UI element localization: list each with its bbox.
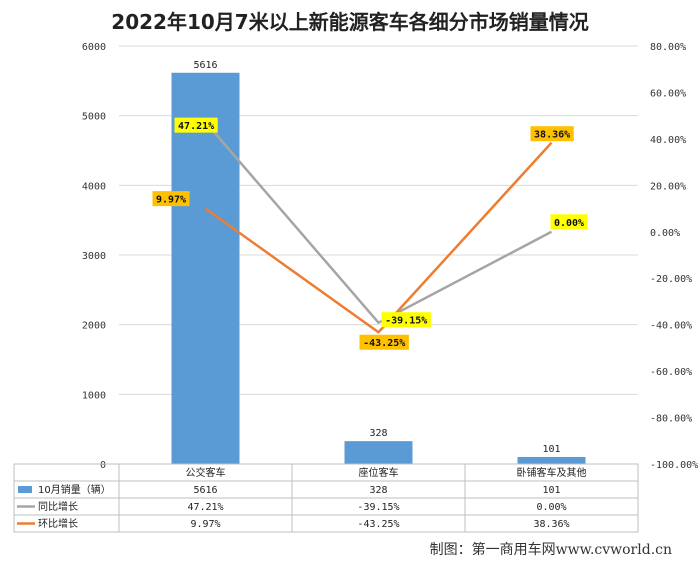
category-label: 公交客车 xyxy=(186,466,226,479)
bar-value-label: 101 xyxy=(542,444,560,455)
footer-credit: 制图：第一商用车网www.cvworld.cn xyxy=(429,542,672,558)
bar-series xyxy=(171,72,586,464)
table-cell: -43.25% xyxy=(357,519,399,530)
legend-label: 同比增长 xyxy=(38,500,78,513)
category-label: 卧铺客车及其他 xyxy=(517,466,587,479)
bar-value-label: 5616 xyxy=(193,60,217,71)
mom-label-bg xyxy=(359,334,409,350)
line-series xyxy=(204,121,553,334)
mom-label: 38.36% xyxy=(534,130,570,141)
table-cell: 101 xyxy=(542,485,560,496)
yoy-label: 0.00% xyxy=(554,218,584,229)
right-tick-label: 40.00% xyxy=(650,135,686,146)
left-tick-label: 5000 xyxy=(82,112,106,123)
left-tick-label: 2000 xyxy=(82,321,106,332)
table-cell: 9.97% xyxy=(190,519,220,530)
bar-value-label: 328 xyxy=(369,428,387,439)
bar xyxy=(517,456,586,464)
yoy-label: 47.21% xyxy=(178,121,214,132)
data-table: 公交客车 座位客车 卧铺客车及其他 10月销量（辆） 5616 328 101 同比增长 47.… xyxy=(13,463,639,533)
chart-title: 2022年10月7米以上新能源客车各细分市场销量情况 xyxy=(111,10,589,34)
line-data-labels: 47.21% -39.15% 0.00% 9.97% -43.25% 38.36% xyxy=(152,117,588,350)
right-tick-label: -40.00% xyxy=(650,321,692,332)
yoy-label: -39.15% xyxy=(385,316,427,327)
right-tick-label: 80.00% xyxy=(650,42,686,53)
right-tick-label: -100.00% xyxy=(650,460,698,471)
mom-label: 9.97% xyxy=(156,195,186,206)
table-cell: 0.00% xyxy=(536,502,566,513)
right-tick-label: 0.00% xyxy=(650,228,680,239)
yoy-label-bg xyxy=(174,117,218,133)
right-tick-label: 60.00% xyxy=(650,88,686,99)
right-tick-label: -80.00% xyxy=(650,414,692,425)
legend-label: 环比增长 xyxy=(38,517,78,530)
left-tick-label: 0 xyxy=(100,460,106,471)
table-cell: 38.36% xyxy=(533,519,569,530)
mom-label: -43.25% xyxy=(363,338,405,349)
mom-label-bg xyxy=(530,126,574,142)
bar-data-labels: 5616 328 101 xyxy=(193,60,560,455)
category-label: 座位客车 xyxy=(359,466,399,479)
table-cell: 5616 xyxy=(193,485,217,496)
line-mom xyxy=(204,141,553,334)
table-cell: 328 xyxy=(369,485,387,496)
right-tick-label: -60.00% xyxy=(650,367,692,378)
bar xyxy=(344,441,413,464)
left-tick-label: 1000 xyxy=(82,390,106,401)
table-cell: -39.15% xyxy=(357,502,399,513)
right-tick-label: 20.00% xyxy=(650,181,686,192)
table-cell: 47.21% xyxy=(187,502,223,513)
right-tick-label: -20.00% xyxy=(650,274,692,285)
left-tick-label: 3000 xyxy=(82,251,106,262)
legend-label: 10月销量（辆） xyxy=(38,483,111,496)
yoy-label-bg xyxy=(550,214,588,230)
mom-label-bg xyxy=(152,191,190,207)
legend-swatch-bar xyxy=(18,486,32,493)
line-yoy xyxy=(204,121,553,324)
left-tick-label: 4000 xyxy=(82,181,106,192)
bar xyxy=(171,72,240,464)
right-axis-ticks: 80.00% 60.00% 40.00% 20.00% 0.00% -20.00% -40.… xyxy=(650,42,698,471)
yoy-label-bg xyxy=(381,312,431,328)
left-tick-label: 6000 xyxy=(82,42,106,53)
left-axis-ticks: 0 1000 2000 3000 4000 5000 6000 xyxy=(82,42,106,471)
